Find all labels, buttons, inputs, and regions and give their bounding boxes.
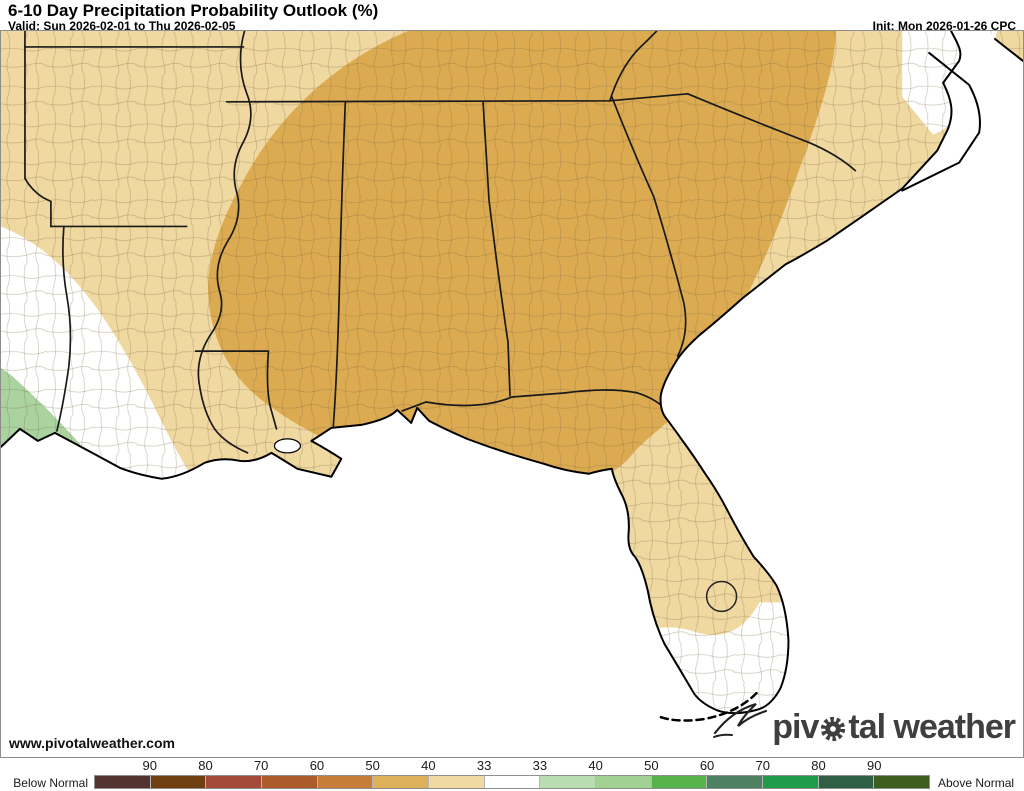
florida-keys <box>656 691 758 722</box>
gear-icon <box>821 716 846 742</box>
logo-text-part1: piv <box>772 708 819 746</box>
legend-tick-label: 60 <box>699 758 715 773</box>
mississippi-river-line <box>197 31 252 454</box>
legend-swatch <box>95 776 151 788</box>
legend-swatch <box>540 776 597 788</box>
header-bar: 6-10 Day Precipitation Probability Outlo… <box>0 0 1024 33</box>
legend-tick-label: 90 <box>867 758 882 773</box>
page-title: 6-10 Day Precipitation Probability Outlo… <box>8 1 379 20</box>
legend-tick-label: 70 <box>755 758 771 773</box>
legend-swatch <box>317 776 374 788</box>
pivotal-weather-logo: piv tal weather <box>712 699 1016 755</box>
outer-banks <box>901 51 981 192</box>
legend-tick-label: 80 <box>811 758 826 773</box>
legend-color-bar <box>94 775 930 789</box>
legend-swatch <box>373 776 430 788</box>
coastline <box>1 31 1023 722</box>
lake-pontchartrain <box>273 438 302 454</box>
above-normal-label: Above Normal <box>938 776 1015 790</box>
below-normal-label: Below Normal <box>13 776 88 790</box>
map-frame: www.pivotalweather.com piv tal weather <box>0 30 1024 758</box>
legend-tick-row: 90 80 70 60 50 40 33 33 40 50 60 70 80 90 <box>0 758 1024 773</box>
color-scale-legend: 90 80 70 60 50 40 33 33 40 50 60 70 80 90 Below Norma… <box>0 758 1024 791</box>
legend-swatch <box>818 776 875 788</box>
legend-tick-label: 90 <box>142 758 157 773</box>
legend-swatch <box>763 776 819 788</box>
logo-text-part2: tal weather <box>848 708 1016 746</box>
legend-tick-label: 50 <box>644 758 659 773</box>
legend-swatch <box>651 776 708 788</box>
lake-okeechobee <box>705 580 738 613</box>
legend-swatch <box>596 776 652 788</box>
legend-swatch <box>429 776 485 788</box>
legend-tick-label: 70 <box>253 758 269 773</box>
init-time-label: Init: Mon 2026-01-26 CPC <box>872 19 1016 33</box>
legend-tick-label: 50 <box>365 758 380 773</box>
legend-swatch <box>484 776 541 788</box>
legend-tick-label: 40 <box>421 758 436 773</box>
legend-tick-label: 60 <box>309 758 325 773</box>
outlook-map <box>1 31 1023 757</box>
legend-swatch <box>262 776 318 788</box>
legend-tick-label: 40 <box>588 758 603 773</box>
logo-flourish-icon <box>713 702 768 738</box>
legend-swatch <box>874 776 930 788</box>
legend-swatch <box>150 776 207 788</box>
legend-tick-label: 33 <box>476 758 492 773</box>
state-borders <box>24 31 857 454</box>
legend-swatch <box>206 776 263 788</box>
watermark-url: www.pivotalweather.com <box>9 735 175 751</box>
valid-range-label: Valid: Sun 2026-02-01 to Thu 2026-02-05 <box>8 19 236 33</box>
legend-tick-label: 80 <box>198 758 213 773</box>
legend-swatch <box>707 776 764 788</box>
legend-tick-label: 33 <box>532 758 548 773</box>
